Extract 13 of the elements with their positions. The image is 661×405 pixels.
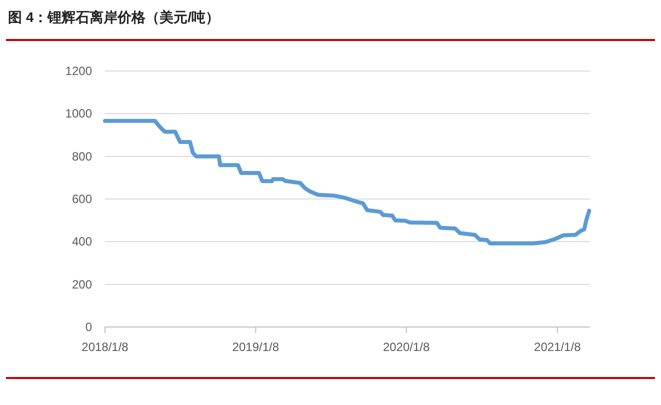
y-tick-label: 600	[72, 192, 92, 206]
line-series	[103, 118, 592, 246]
x-tick-label: 2019/1/8	[232, 340, 280, 354]
y-tick-label: 400	[72, 234, 92, 249]
y-tick-label: 0	[85, 320, 92, 334]
y-tick-label: 800	[72, 149, 92, 164]
x-tick-label: 2020/1/8	[382, 340, 430, 354]
y-tick-label: 1000	[65, 106, 92, 121]
y-tick-label: 1200	[65, 64, 92, 78]
y-tick-label: 200	[72, 277, 92, 292]
x-tick-label: 2021/1/8	[534, 340, 582, 354]
x-tick-label: 2018/1/8	[82, 340, 129, 354]
chart-title: 图 4：锂辉石离岸价格（美元/吨）	[8, 9, 220, 25]
